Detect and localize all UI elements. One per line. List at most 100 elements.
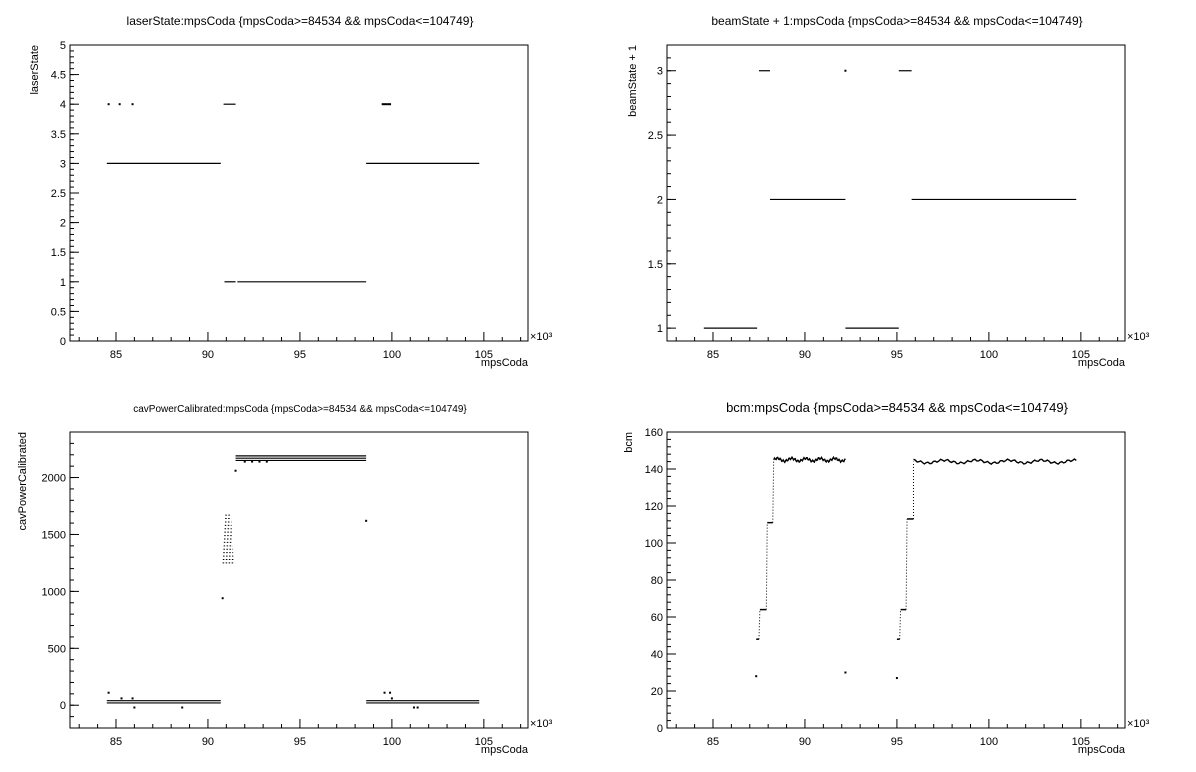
y-tick-label: 1 [60, 277, 66, 289]
plot-frame [69, 431, 529, 729]
data-point [381, 103, 384, 106]
y-tick-label: 140 [645, 464, 663, 476]
y-axis-ticks: 0 0.5 1 1.5 2 2.5 3 3.5 4 4.5 5 [51, 40, 79, 348]
panel-title: laserState:mpsCoda {mpsCoda>=84534 && mp… [127, 14, 474, 28]
data-point [385, 103, 388, 106]
data-marks [106, 455, 480, 709]
y-tick-label: 2.5 [648, 130, 663, 142]
panel-laserstate: laserState:mpsCoda {mpsCoda>=84534 && mp… [29, 14, 553, 369]
x-tick-label: 105 [1072, 736, 1090, 748]
x-axis-label: mpsCoda [481, 357, 529, 369]
x-axis-label: mpsCoda [1078, 744, 1126, 756]
x-tick-label: 85 [110, 349, 122, 361]
y-tick-label: 120 [645, 501, 663, 513]
y-tick-label: 1.5 [648, 259, 663, 271]
x-axis-ticks: 85 90 95 100 105 [675, 332, 1119, 361]
y-axis-ticks: 0 20 40 60 80 100 120 140 160 [645, 427, 676, 735]
y-tick-label: 500 [48, 643, 66, 655]
y-tick-label: 3.5 [51, 129, 66, 141]
y-tick-label: 2 [657, 194, 663, 206]
y-tick-label: 40 [651, 649, 663, 661]
data-point [755, 675, 758, 678]
y-axis-label: cavPowerCalibrated [17, 432, 29, 530]
y-tick-label: 2.5 [51, 188, 66, 200]
x-axis-label: mpsCoda [1078, 357, 1126, 369]
data-point [416, 706, 419, 709]
data-point [107, 103, 110, 106]
y-tick-label: 3 [657, 66, 663, 78]
y-tick-label: 4.5 [51, 70, 66, 82]
data-ramp [905, 518, 908, 610]
y-tick-label: 1.5 [51, 247, 66, 259]
data-point [243, 460, 246, 463]
y-axis-ticks: 0 500 1000 1500 2000 [42, 431, 79, 729]
panel-bcm: bcm:mpsCoda {mpsCoda>=84534 && mpsCoda<=… [623, 400, 1150, 756]
data-plateau [773, 455, 846, 464]
data-point [383, 103, 386, 106]
x-tick-label: 85 [707, 349, 719, 361]
y-tick-label: 4 [60, 99, 66, 111]
x-axis-ticks: 85 90 95 100 105 [78, 719, 522, 748]
y-tick-label: 20 [651, 686, 663, 698]
panel-title: bcm:mpsCoda {mpsCoda>=84534 && mpsCoda<=… [726, 400, 1068, 415]
data-point [120, 697, 123, 700]
x-tick-label: 95 [294, 736, 306, 748]
data-point [365, 519, 368, 522]
data-point [844, 69, 847, 72]
x-tick-label: 90 [202, 736, 214, 748]
x-axis-multiplier: ×10³ [1127, 331, 1150, 343]
data-point [251, 460, 254, 463]
data-point [265, 460, 268, 463]
x-tick-label: 105 [475, 349, 493, 361]
y-axis-ticks: 1 1.5 2 2.5 3 [648, 44, 676, 342]
panel-title: beamState + 1:mpsCoda {mpsCoda>=84534 &&… [711, 14, 1082, 28]
data-point [221, 597, 224, 600]
x-tick-label: 95 [891, 736, 903, 748]
y-axis-label: beamState + 1 [627, 45, 639, 117]
y-tick-label: 100 [645, 538, 663, 550]
x-axis-multiplier: ×10³ [1127, 718, 1150, 730]
y-tick-label: 1500 [42, 529, 66, 541]
panel-beamstate: beamState + 1:mpsCoda {mpsCoda>=84534 &&… [627, 14, 1150, 369]
data-ramp [899, 609, 902, 640]
y-tick-label: 1 [657, 323, 663, 335]
data-point [118, 103, 121, 106]
plot-frame [666, 44, 1126, 342]
y-tick-label: 60 [651, 612, 663, 624]
data-marks [755, 455, 1077, 680]
x-tick-label: 95 [294, 349, 306, 361]
data-point [181, 706, 184, 709]
data-plateau [913, 458, 1077, 465]
plot-frame [666, 431, 1126, 729]
data-point [131, 697, 134, 700]
x-tick-label: 90 [799, 736, 811, 748]
x-axis-multiplier: ×10³ [530, 331, 553, 343]
data-point [383, 691, 386, 694]
y-tick-label: 5 [60, 40, 66, 52]
data-ramp [758, 609, 761, 640]
data-point [258, 460, 261, 463]
x-tick-label: 95 [891, 349, 903, 361]
x-tick-label: 85 [110, 736, 122, 748]
plot-frame [69, 44, 529, 342]
data-point [895, 677, 898, 680]
y-axis-label: laserState [29, 45, 41, 95]
data-point [390, 697, 393, 700]
data-point [844, 671, 847, 674]
x-tick-label: 85 [707, 736, 719, 748]
x-tick-label: 90 [799, 349, 811, 361]
y-tick-label: 2000 [42, 473, 66, 485]
x-tick-label: 105 [1072, 349, 1090, 361]
x-tick-label: 105 [475, 736, 493, 748]
x-axis-label: mpsCoda [481, 744, 529, 756]
data-point [412, 706, 415, 709]
x-axis-ticks: 85 90 95 100 105 [675, 719, 1119, 748]
y-tick-label: 2 [60, 218, 66, 230]
panel-cavpowercalibrated: cavPowerCalibrated:mpsCoda {mpsCoda>=845… [17, 404, 553, 756]
x-axis-ticks: 85 90 95 100 105 [78, 332, 522, 361]
x-tick-label: 100 [980, 736, 998, 748]
panel-title: cavPowerCalibrated:mpsCoda {mpsCoda>=845… [133, 404, 467, 415]
data-marks [703, 69, 1077, 329]
data-point [389, 691, 392, 694]
